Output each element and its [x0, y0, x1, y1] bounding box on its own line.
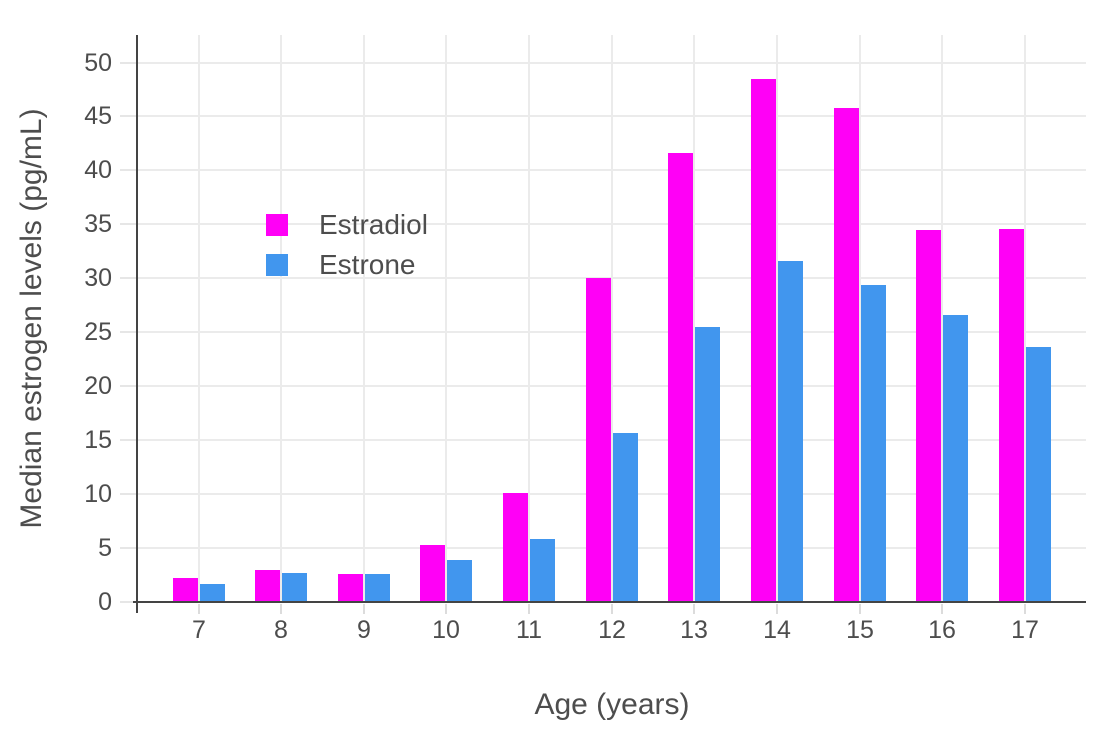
x-gridline-8 — [280, 35, 282, 602]
x-tick-14 — [776, 604, 778, 614]
x-tick-12 — [611, 604, 613, 614]
y-tick-label-0: 0 — [98, 588, 112, 616]
y-tick-label-40: 40 — [84, 156, 112, 184]
y-tick-label-5: 5 — [98, 534, 112, 562]
x-tick-11 — [528, 604, 530, 614]
bar-estrone-17[interactable] — [1026, 347, 1051, 602]
y-tick-15 — [120, 439, 137, 441]
y-tick-0 — [120, 601, 137, 603]
y-tick-5 — [120, 547, 137, 549]
legend-item-estradiol[interactable]: Estradiol — [266, 205, 428, 245]
bar-estradiol-9[interactable] — [338, 574, 363, 602]
x-tick-label-13: 13 — [680, 616, 708, 644]
x-gridline-17 — [1024, 35, 1026, 602]
y-tick-45 — [120, 115, 137, 117]
bar-estrone-7[interactable] — [200, 584, 225, 602]
bar-estrone-15[interactable] — [861, 285, 886, 602]
x-tick-label-12: 12 — [598, 616, 626, 644]
bar-estrone-10[interactable] — [447, 560, 472, 602]
x-tick-7 — [198, 604, 200, 614]
x-tick-label-10: 10 — [432, 616, 460, 644]
bar-estrone-16[interactable] — [943, 315, 968, 602]
x-tick-13 — [693, 604, 695, 614]
legend-label-estrone: Estrone — [319, 249, 416, 280]
x-gridline-10 — [445, 35, 447, 602]
bar-estradiol-12[interactable] — [586, 278, 611, 602]
bar-estradiol-14[interactable] — [751, 79, 776, 602]
estradiol-swatch-icon — [266, 214, 288, 236]
y-tick-40 — [120, 169, 137, 171]
x-tick-label-15: 15 — [846, 616, 874, 644]
x-tick-9 — [363, 604, 365, 614]
y-tick-label-35: 35 — [84, 210, 112, 238]
bar-estradiol-8[interactable] — [255, 570, 280, 602]
bar-estrone-12[interactable] — [613, 433, 638, 602]
x-tick-15 — [859, 604, 861, 614]
x-tick-16 — [941, 604, 943, 614]
legend-label-estradiol: Estradiol — [319, 209, 428, 240]
y-tick-10 — [120, 493, 137, 495]
y-tick-label-30: 30 — [84, 264, 112, 292]
x-tick-label-11: 11 — [516, 616, 542, 644]
y-axis-title: Median estrogen levels (pg/mL) — [15, 108, 48, 529]
y-tick-label-25: 25 — [84, 318, 112, 346]
y-tick-25 — [120, 331, 137, 333]
legend: Estradiol Estrone — [266, 205, 428, 285]
y-tick-label-20: 20 — [84, 372, 112, 400]
x-axis-title: Age (years) — [534, 688, 690, 721]
x-tick-8 — [280, 604, 282, 614]
bar-estrone-9[interactable] — [365, 574, 390, 602]
x-gridline-14 — [776, 35, 778, 602]
bar-estradiol-16[interactable] — [916, 230, 941, 602]
y-tick-label-15: 15 — [84, 426, 112, 454]
bar-estradiol-17[interactable] — [999, 229, 1024, 602]
x-tick-label-9: 9 — [357, 616, 371, 644]
y-tick-50 — [120, 62, 137, 64]
y-tick-label-10: 10 — [84, 480, 112, 508]
x-gridline-13 — [693, 35, 695, 602]
bar-estrone-14[interactable] — [778, 261, 803, 602]
x-axis-line — [133, 601, 1086, 603]
x-gridline-12 — [611, 35, 613, 602]
bar-estradiol-15[interactable] — [834, 108, 859, 602]
bar-estradiol-10[interactable] — [420, 545, 445, 602]
x-tick-label-7: 7 — [192, 616, 206, 644]
legend-item-estrone[interactable]: Estrone — [266, 245, 428, 285]
x-gridline-15 — [859, 35, 861, 602]
y-axis-line — [136, 35, 138, 613]
y-tick-35 — [120, 223, 137, 225]
bar-estradiol-13[interactable] — [668, 153, 693, 602]
y-tick-30 — [120, 277, 137, 279]
x-tick-label-14: 14 — [763, 616, 791, 644]
x-gridline-9 — [363, 35, 365, 602]
x-tick-label-17: 17 — [1011, 616, 1039, 644]
y-tick-label-45: 45 — [84, 102, 112, 130]
x-tick-17 — [1024, 604, 1026, 614]
bar-estradiol-11[interactable] — [503, 493, 528, 602]
x-tick-label-16: 16 — [928, 616, 956, 644]
y-tick-20 — [120, 385, 137, 387]
bar-estradiol-7[interactable] — [173, 578, 198, 602]
x-gridline-7 — [198, 35, 200, 602]
x-gridline-11 — [528, 35, 530, 602]
x-gridline-16 — [941, 35, 943, 602]
x-tick-label-8: 8 — [274, 616, 288, 644]
x-tick-10 — [445, 604, 447, 614]
bar-estrone-13[interactable] — [695, 327, 720, 602]
y-tick-label-50: 50 — [84, 49, 112, 77]
estrone-swatch-icon — [266, 254, 288, 276]
bar-estrone-8[interactable] — [282, 573, 307, 602]
bar-estrone-11[interactable] — [530, 539, 555, 602]
